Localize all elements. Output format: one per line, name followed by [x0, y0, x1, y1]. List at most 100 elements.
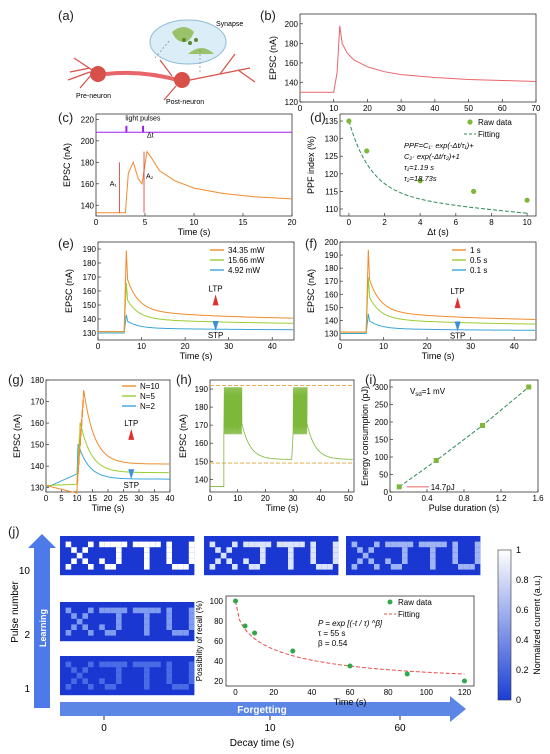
y-tick-label: 140	[31, 462, 45, 471]
pixel	[402, 541, 408, 548]
x-tick-label: 0	[233, 688, 238, 697]
recall-point	[404, 671, 410, 677]
y-tick-label: 300	[375, 383, 389, 392]
stp-label: STP	[208, 331, 224, 340]
pixel	[110, 564, 116, 570]
plot-frame	[225, 595, 475, 687]
legend-entry: N=10	[140, 382, 160, 391]
pixel	[71, 678, 77, 684]
pulse-number-label: Pulse number	[10, 580, 21, 642]
pixel	[188, 678, 195, 684]
pixel	[226, 547, 232, 553]
learning-arrow-shaft	[34, 548, 50, 708]
stp-label: STP	[450, 331, 466, 340]
pixel	[121, 541, 128, 548]
decay-tick-label: 60	[394, 723, 406, 734]
fit-equation: C₂· exp(-Δt/τ₂)+1	[404, 152, 460, 161]
y-tick-label: 20	[214, 677, 223, 686]
pixel	[357, 558, 363, 564]
colorbar-tick: 0.2	[516, 665, 529, 675]
pixel	[390, 541, 397, 548]
xjtu-decay-10	[204, 536, 339, 576]
pixel	[166, 624, 172, 630]
x-tick-label: 20	[269, 688, 278, 697]
a2-label: A₂	[146, 173, 154, 180]
pixel	[226, 558, 232, 564]
plot-frame	[339, 241, 537, 341]
ltp-label: LTP	[124, 419, 138, 428]
x-tick-label: 20	[288, 218, 297, 227]
x-tick-label: 50	[344, 494, 353, 503]
x-tick-label: 70	[532, 104, 541, 113]
pixel	[188, 613, 195, 619]
pixel	[463, 564, 470, 570]
pixel	[435, 541, 442, 548]
pixel	[71, 667, 77, 673]
colorbar-tick: 0.8	[516, 575, 529, 585]
epsc-trace-1s	[340, 249, 536, 333]
pixel	[116, 618, 122, 625]
pixel	[155, 541, 161, 548]
pixel	[430, 547, 436, 553]
y-tick-label: 170	[325, 277, 339, 286]
pixel	[82, 558, 88, 564]
pixel	[243, 541, 249, 548]
pixel	[288, 564, 294, 570]
ltp-arrow-icon	[454, 297, 461, 309]
pixel	[116, 541, 122, 548]
x-tick-label: 10	[379, 342, 388, 351]
pixel	[144, 667, 150, 673]
pixel	[316, 564, 322, 570]
pixel	[166, 558, 172, 564]
pixel	[71, 547, 77, 553]
pixel	[110, 684, 116, 690]
pixel	[110, 661, 116, 668]
y-tick-label: 180	[325, 264, 339, 273]
pixel	[265, 541, 272, 548]
y-tick-label: 130	[325, 329, 339, 338]
chart-d-ppf: 0 2 4 6 8 10 110 115 120 125 130 135 Δt (s) PPF index…	[306, 113, 537, 237]
y-tick-label: 115	[325, 187, 338, 196]
pixel	[88, 541, 94, 548]
x-tick-label: 80	[384, 688, 393, 697]
pixel	[166, 618, 172, 625]
chart-b-epsc: 0 10 20 30 40 50 60 70 120 140 160 180 200 EPSC (nA)	[268, 13, 541, 113]
panel-label-d: (d)	[310, 110, 326, 125]
pixel	[458, 564, 464, 570]
presynaptic-terminal-icon	[172, 27, 194, 42]
x-tick-label: 0	[338, 342, 343, 351]
forgetting-label: Forgetting	[237, 705, 286, 716]
pixel	[321, 564, 328, 570]
pixel	[430, 541, 436, 548]
pixel	[144, 678, 150, 684]
plot-frame	[339, 113, 537, 217]
pixel	[116, 678, 122, 684]
pixel	[166, 552, 172, 559]
pixel	[166, 607, 172, 614]
x-tick-label: 40	[430, 104, 439, 113]
pixel	[65, 541, 72, 548]
post-neuron-label: Post-neuron	[166, 99, 204, 106]
pixel	[469, 564, 475, 570]
pre-neuron-soma	[90, 66, 106, 82]
y-tick-label: 125	[325, 152, 339, 161]
recall-point	[233, 598, 239, 604]
panel-label-b: (b)	[260, 8, 276, 23]
learning-arrow-head-icon	[28, 534, 56, 548]
y-tick-label: 110	[325, 205, 338, 214]
y-axis-title: EPSC (nA)	[178, 414, 188, 458]
y-tick-label: 140	[81, 201, 95, 210]
y-tick-label: 120	[325, 170, 339, 179]
pulse-1	[125, 125, 128, 133]
decay-time-label: Decay time (s)	[230, 738, 294, 749]
x-tick-label: 20	[261, 494, 270, 503]
pixel	[104, 541, 111, 548]
x-tick-label: 40	[316, 494, 325, 503]
pixel	[209, 541, 216, 548]
pixel	[288, 558, 294, 564]
pixel	[276, 541, 283, 548]
xjtu-decay-60	[346, 536, 481, 576]
x-tick-label: 2	[382, 218, 387, 227]
pixel	[82, 624, 88, 630]
pixel	[144, 672, 150, 679]
